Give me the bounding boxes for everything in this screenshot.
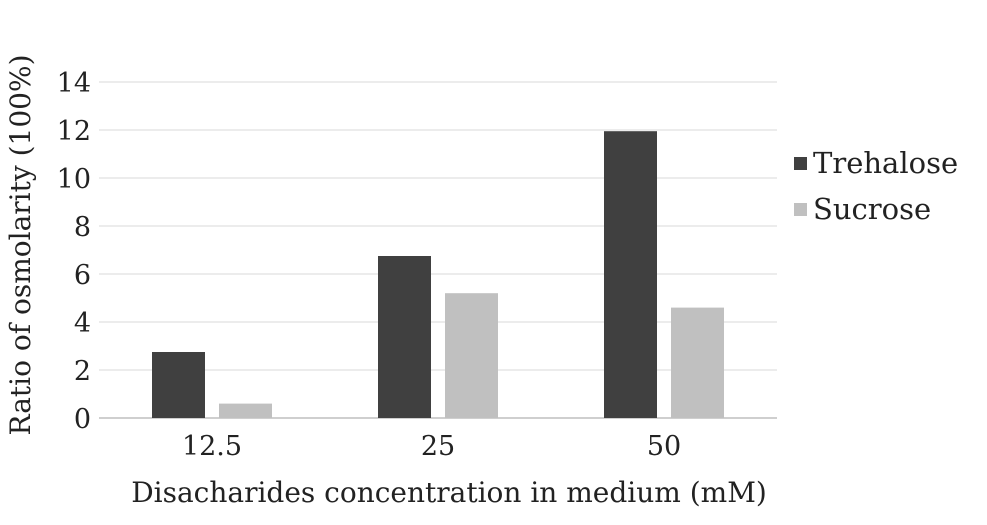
x-tick-label: 50 [647,431,681,462]
y-tick-label: 0 [74,404,91,435]
bars [152,131,724,418]
y-tick-label: 12 [57,116,91,147]
y-tick-label: 10 [57,164,91,195]
x-tick-label: 25 [421,431,455,462]
x-axis-title: Disacharides concentration in medium (mM… [131,476,767,509]
legend-label-trehalose: Trehalose [813,146,958,180]
y-tick-label: 4 [74,308,91,339]
axes: 0 2 4 6 8 10 12 14 12.5 25 50 [57,68,682,462]
legend-label-sucrose: Sucrose [813,192,931,226]
y-tick-label: 14 [57,68,91,99]
y-tick-label: 2 [74,356,91,387]
bar-sucrose-50 [671,307,724,418]
x-tick-label: 12.5 [182,431,242,462]
y-tick-label: 6 [74,260,91,291]
y-tick-label: 8 [74,212,91,243]
legend-swatch-sucrose [794,203,807,216]
bar-sucrose-25 [445,293,498,418]
bar-trehalose-50 [604,131,657,418]
gridlines [99,81,777,419]
legend-swatch-trehalose [794,157,807,170]
y-axis-title: Ratio of osmolarity (100%) [4,55,37,436]
bar-trehalose-25 [378,256,431,418]
bar-trehalose-12.5 [152,352,205,418]
bar-sucrose-12.5 [219,403,272,418]
legend: Trehalose Sucrose [794,146,958,226]
